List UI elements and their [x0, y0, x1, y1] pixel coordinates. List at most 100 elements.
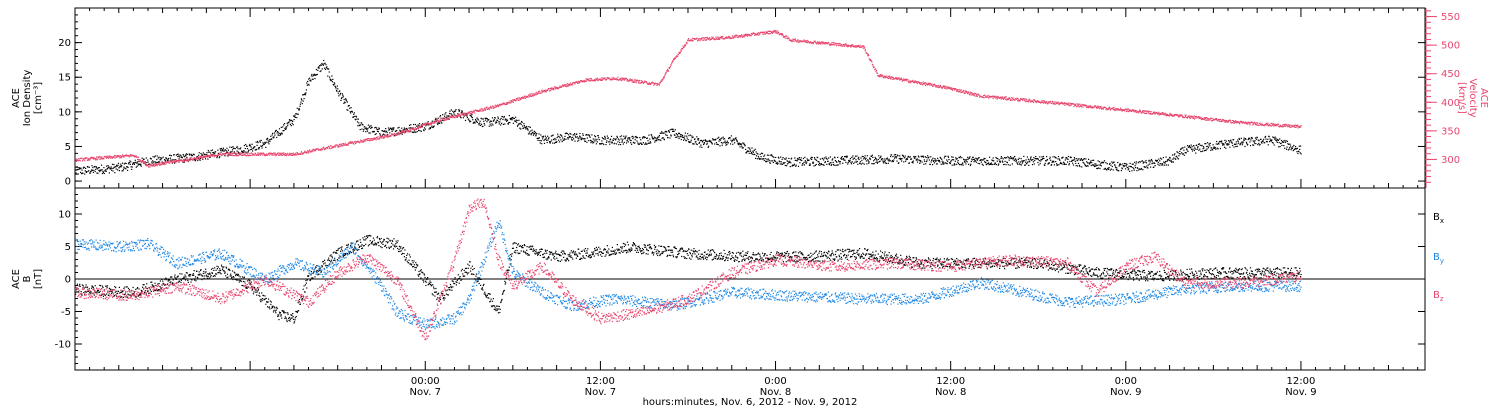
density-series-point: [1010, 157, 1013, 160]
density-series-point: [1143, 161, 1145, 163]
velocity-series-point: [464, 113, 467, 115]
density-series-point: [368, 132, 370, 134]
velocity-series-point: [242, 152, 244, 154]
density-series-point: [622, 143, 624, 145]
density-series-point: [748, 152, 750, 154]
density-series-point: [414, 123, 416, 126]
density-series-point: [542, 138, 544, 140]
velocity-series-point: [312, 148, 314, 150]
velocity-series-point: [887, 75, 889, 77]
density-series-point: [336, 85, 338, 87]
velocity-series-point: [427, 124, 429, 126]
density-series-point: [661, 131, 663, 133]
density-series-point: [280, 126, 282, 128]
density-series-point: [945, 162, 947, 164]
density-series-point: [1209, 145, 1211, 147]
velocity-series-point: [972, 94, 974, 96]
density-series-point: [1199, 144, 1201, 146]
density-series-point: [1249, 138, 1251, 140]
velocity-series-point: [571, 82, 573, 84]
density-series-point: [136, 162, 138, 164]
density-series-point: [714, 139, 717, 141]
velocity-series-point: [106, 155, 108, 157]
density-series-point: [1276, 139, 1278, 141]
density-series-point: [1134, 167, 1137, 169]
density-series-point: [950, 161, 952, 163]
density-series-point: [1243, 137, 1245, 139]
density-series-point: [255, 141, 257, 143]
density-series-point: [906, 158, 908, 160]
density-series-point: [1088, 162, 1090, 164]
density-series-point: [755, 155, 758, 157]
density-series-point: [1287, 149, 1289, 151]
density-series-point: [1056, 163, 1058, 165]
density-series-point: [952, 159, 954, 161]
density-series-point: [902, 155, 904, 157]
density-series-point: [1298, 145, 1300, 147]
density-series-point: [743, 142, 745, 144]
density-series-point: [983, 159, 985, 161]
velocity-axis-label-line: ACE: [1478, 88, 1489, 108]
density-series-point: [1060, 161, 1062, 164]
velocity-series-point: [163, 163, 165, 166]
density-series-point: [1132, 166, 1134, 169]
velocity-series-point: [376, 137, 378, 139]
density-series-point: [1099, 167, 1101, 170]
velocity-series-point: [641, 82, 643, 84]
density-series-point: [751, 147, 753, 149]
velocity-series-point: [792, 39, 795, 41]
density-series-point: [84, 170, 86, 172]
density-series-point: [1044, 162, 1046, 164]
velocity-series-point: [502, 103, 504, 105]
density-series-point: [280, 133, 282, 135]
density-series-point: [883, 162, 885, 164]
density-series-point: [698, 142, 700, 144]
density-series-point: [874, 156, 876, 159]
density-series-point: [119, 165, 121, 167]
density-series-point: [1046, 159, 1049, 161]
velocity-series-point: [960, 89, 962, 91]
density-series-point: [347, 109, 349, 111]
density-series-point: [1258, 142, 1260, 145]
velocity-series-point: [1042, 102, 1045, 104]
density-series-point: [551, 135, 553, 137]
density-series-point: [751, 153, 753, 155]
density-series-point: [403, 129, 405, 131]
density-series-point: [1236, 145, 1238, 147]
density-series-point: [577, 140, 579, 142]
density-series-point: [768, 154, 770, 156]
velocity-series-point: [634, 79, 636, 81]
density-series-point: [1109, 162, 1111, 164]
density-series-point: [393, 127, 395, 129]
velocity-series-point: [944, 86, 946, 88]
density-series-point: [435, 117, 437, 119]
density-series-point: [1088, 158, 1090, 160]
density-series-point: [865, 160, 867, 162]
density-series-point: [714, 143, 716, 145]
velocity-series-point: [621, 77, 623, 79]
velocity-series-point: [891, 76, 893, 78]
density-series-point: [1246, 142, 1248, 144]
velocity-series-point: [1052, 103, 1054, 105]
density-series-point: [1188, 146, 1190, 148]
density-series-point: [290, 125, 292, 127]
density-series-point: [1260, 141, 1262, 143]
velocity-series-point: [292, 152, 294, 154]
density-series-point: [737, 142, 739, 144]
density-series-point: [863, 163, 865, 165]
velocity-series-point: [364, 138, 366, 141]
density-series-point: [376, 127, 378, 129]
density-series-point: [428, 124, 430, 126]
velocity-series-point: [1058, 104, 1060, 106]
density-series-point: [1177, 158, 1179, 160]
density-series-point: [495, 122, 497, 124]
density-series-point: [704, 139, 706, 141]
density-series-point: [895, 155, 897, 158]
velocity-series-point: [103, 158, 105, 160]
density-series-point: [669, 137, 671, 139]
density-series-point: [1023, 160, 1025, 162]
density-series-point: [683, 139, 685, 141]
density-series-point: [515, 119, 517, 121]
velocity-series-point: [1007, 99, 1009, 101]
velocity-series-point: [186, 160, 188, 162]
